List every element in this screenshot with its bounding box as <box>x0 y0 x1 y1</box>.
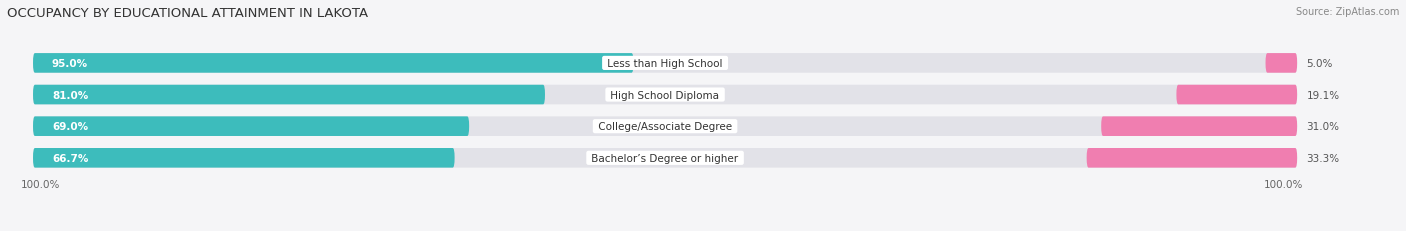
FancyBboxPatch shape <box>32 85 546 105</box>
FancyBboxPatch shape <box>32 54 634 73</box>
FancyBboxPatch shape <box>1177 85 1298 105</box>
Text: High School Diploma: High School Diploma <box>607 90 723 100</box>
Text: 5.0%: 5.0% <box>1306 59 1333 69</box>
Text: Less than High School: Less than High School <box>605 59 725 69</box>
Text: 100.0%: 100.0% <box>1264 179 1303 189</box>
Text: 66.7%: 66.7% <box>52 153 89 163</box>
Text: Source: ZipAtlas.com: Source: ZipAtlas.com <box>1295 7 1399 17</box>
Text: 19.1%: 19.1% <box>1306 90 1340 100</box>
Text: 95.0%: 95.0% <box>52 59 89 69</box>
FancyBboxPatch shape <box>32 117 470 136</box>
Text: Bachelor’s Degree or higher: Bachelor’s Degree or higher <box>588 153 742 163</box>
FancyBboxPatch shape <box>1087 148 1298 168</box>
Text: 69.0%: 69.0% <box>52 122 89 132</box>
FancyBboxPatch shape <box>32 85 1298 105</box>
FancyBboxPatch shape <box>1101 117 1298 136</box>
FancyBboxPatch shape <box>32 148 454 168</box>
Text: 81.0%: 81.0% <box>52 90 89 100</box>
Text: College/Associate Degree: College/Associate Degree <box>595 122 735 132</box>
FancyBboxPatch shape <box>32 117 1298 136</box>
Text: 31.0%: 31.0% <box>1306 122 1340 132</box>
FancyBboxPatch shape <box>1265 54 1298 73</box>
Legend: Owner-occupied, Renter-occupied: Owner-occupied, Renter-occupied <box>485 229 700 231</box>
FancyBboxPatch shape <box>32 54 1298 73</box>
FancyBboxPatch shape <box>32 148 1298 168</box>
Text: 100.0%: 100.0% <box>20 179 60 189</box>
Text: OCCUPANCY BY EDUCATIONAL ATTAINMENT IN LAKOTA: OCCUPANCY BY EDUCATIONAL ATTAINMENT IN L… <box>7 7 368 20</box>
Text: 33.3%: 33.3% <box>1306 153 1340 163</box>
